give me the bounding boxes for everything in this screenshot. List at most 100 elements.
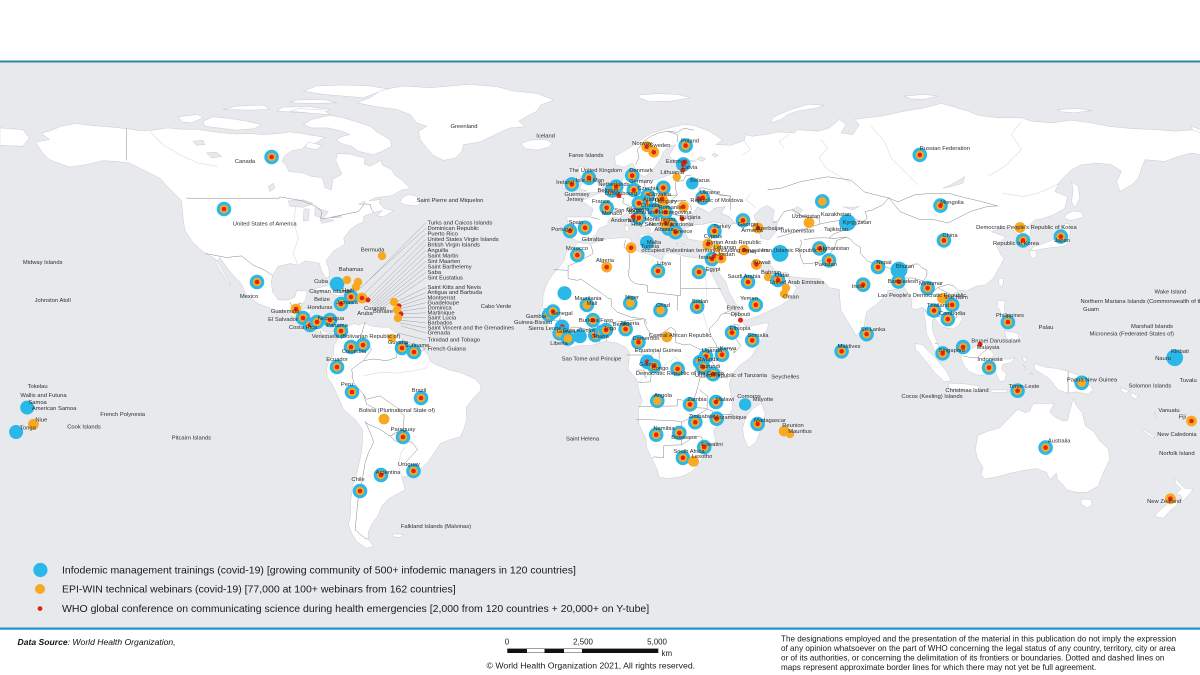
- svg-text:Indonesia: Indonesia: [977, 357, 1003, 363]
- svg-text:El Salvador: El Salvador: [268, 317, 298, 323]
- svg-text:Chad: Chad: [656, 303, 670, 309]
- svg-text:Greece: Greece: [673, 229, 692, 235]
- svg-text:Saint Kitts and Nevis: Saint Kitts and Nevis: [428, 285, 482, 291]
- svg-text:Panama: Panama: [326, 323, 348, 329]
- svg-text:Tonga: Tonga: [20, 426, 37, 432]
- svg-text:Spain: Spain: [569, 220, 584, 226]
- svg-text:Mayotte: Mayotte: [753, 397, 774, 403]
- svg-text:Bosnia and Herzegovina: Bosnia and Herzegovina: [628, 210, 692, 216]
- svg-text:Fiji: Fiji: [1179, 415, 1186, 421]
- svg-text:American Samoa: American Samoa: [32, 406, 77, 412]
- svg-text:Mali: Mali: [587, 301, 598, 307]
- svg-text:Guinea: Guinea: [557, 329, 576, 335]
- svg-text:Cuba: Cuba: [314, 279, 329, 285]
- svg-text:Saint Lucia: Saint Lucia: [428, 316, 457, 322]
- svg-text:Wake Island: Wake Island: [1155, 290, 1187, 296]
- svg-text:Papua New Guinea: Papua New Guinea: [1067, 377, 1118, 383]
- svg-text:Kenya: Kenya: [720, 346, 737, 352]
- svg-text:Barbados: Barbados: [428, 321, 453, 327]
- svg-text:Oman: Oman: [783, 295, 799, 301]
- svg-text:Niger: Niger: [625, 295, 639, 301]
- svg-text:or of its authorities, or conc: or of its authorities, or concerning the…: [781, 654, 1164, 663]
- svg-text:Kyrgyzstan: Kyrgyzstan: [843, 220, 872, 226]
- svg-text:Romania: Romania: [658, 205, 682, 211]
- svg-text:Niue: Niue: [35, 417, 47, 423]
- svg-text:Ireland: Ireland: [556, 180, 574, 186]
- svg-text:Colombia: Colombia: [342, 349, 367, 355]
- svg-text:Republic of Moldova: Republic of Moldova: [690, 198, 743, 204]
- svg-text:Burundi: Burundi: [700, 364, 720, 370]
- svg-text:Ethiopia: Ethiopia: [730, 326, 752, 332]
- svg-text:Gibraltar: Gibraltar: [582, 237, 604, 243]
- svg-text:China: China: [942, 233, 958, 239]
- svg-text:United Republic of Tanzania: United Republic of Tanzania: [695, 373, 768, 379]
- svg-text:Tajikistan: Tajikistan: [824, 227, 848, 233]
- svg-text:Georgia: Georgia: [738, 222, 759, 228]
- svg-text:Armenia: Armenia: [741, 228, 763, 234]
- svg-text:Malaysia: Malaysia: [977, 345, 1001, 351]
- svg-text:Republic of Korea: Republic of Korea: [993, 241, 1040, 247]
- svg-text:Marshall Islands: Marshall Islands: [1131, 324, 1173, 330]
- svg-text:Albania: Albania: [654, 227, 674, 233]
- svg-text:Philippines: Philippines: [996, 313, 1024, 319]
- svg-text:Cayman Islands: Cayman Islands: [309, 289, 351, 295]
- svg-text:Djibouti: Djibouti: [731, 312, 750, 318]
- svg-text:Bolivia (Plurinational State o: Bolivia (Plurinational State of): [359, 408, 435, 414]
- svg-text:Reunion: Reunion: [782, 423, 804, 429]
- svg-text:Cook Islands: Cook Islands: [67, 425, 101, 431]
- svg-text:Eswatini: Eswatini: [701, 442, 723, 448]
- svg-text:Bhutan: Bhutan: [896, 264, 914, 270]
- svg-text:Qatar: Qatar: [775, 273, 790, 279]
- svg-text:Antigua and Barbuda: Antigua and Barbuda: [428, 290, 483, 296]
- svg-text:Cocos (Keeling) Islands: Cocos (Keeling) Islands: [901, 394, 962, 400]
- svg-text:Senegal: Senegal: [551, 311, 572, 317]
- svg-text:Tunisia: Tunisia: [641, 244, 660, 250]
- svg-text:Micronesia (Federated States o: Micronesia (Federated States of): [1089, 331, 1173, 337]
- svg-text:United States of America: United States of America: [233, 222, 298, 228]
- svg-text:Saint Pierre and Miquelon: Saint Pierre and Miquelon: [417, 198, 484, 204]
- svg-text:Slovenia: Slovenia: [627, 207, 650, 213]
- svg-text:Lithuania: Lithuania: [660, 170, 684, 176]
- svg-text:Grenada: Grenada: [428, 331, 451, 337]
- svg-text:Algeria: Algeria: [596, 258, 615, 264]
- svg-text:Tuvalu: Tuvalu: [1180, 378, 1197, 384]
- svg-text:Hungary: Hungary: [655, 199, 677, 205]
- svg-text:Croatia: Croatia: [641, 203, 660, 209]
- svg-text:Botswana: Botswana: [671, 435, 697, 441]
- svg-text:Montenegro: Montenegro: [645, 217, 676, 223]
- svg-text:Namibia: Namibia: [653, 426, 675, 432]
- svg-text:Costa Rica: Costa Rica: [289, 325, 318, 331]
- svg-text:Mauritius: Mauritius: [788, 429, 812, 435]
- svg-text:Pitcairn Islands: Pitcairn Islands: [172, 435, 211, 441]
- svg-text:Data Source: World Health Orga: Data Source: World Health Organization,: [18, 637, 176, 647]
- svg-text:North Macedonia: North Macedonia: [649, 222, 694, 228]
- svg-text:Nigeria: Nigeria: [621, 321, 640, 327]
- svg-text:Anguilla: Anguilla: [428, 248, 449, 254]
- svg-text:Cyprus: Cyprus: [704, 234, 722, 240]
- svg-text:Yemen: Yemen: [740, 296, 758, 302]
- svg-text:Poland: Poland: [681, 139, 699, 145]
- svg-text:Saint Helena: Saint Helena: [566, 437, 600, 443]
- svg-text:Somalia: Somalia: [748, 333, 770, 339]
- svg-text:Chile: Chile: [351, 477, 364, 483]
- svg-text:Saint Barthelemy: Saint Barthelemy: [428, 264, 472, 270]
- svg-text:Palau: Palau: [1039, 325, 1054, 331]
- svg-text:Congo: Congo: [651, 366, 668, 372]
- svg-text:Luxembourg: Luxembourg: [605, 191, 637, 197]
- svg-text:Andorra: Andorra: [611, 218, 632, 224]
- svg-text:Dominican Republic: Dominican Republic: [428, 226, 480, 232]
- svg-text:Curacao: Curacao: [364, 306, 386, 312]
- svg-text:Mongolia: Mongolia: [940, 200, 964, 206]
- svg-text:Iraq: Iraq: [746, 249, 756, 255]
- svg-text:0: 0: [505, 638, 510, 647]
- svg-text:© World Health Organization 2: © World Health Organization 2021, All ri…: [487, 661, 696, 671]
- svg-text:Guam: Guam: [1083, 307, 1099, 313]
- svg-text:Cabo Verde: Cabo Verde: [481, 304, 512, 310]
- svg-text:Cambodia: Cambodia: [939, 311, 966, 317]
- svg-text:Seychelles: Seychelles: [771, 375, 799, 381]
- svg-text:Kiribati: Kiribati: [1171, 349, 1189, 355]
- svg-text:Liberia: Liberia: [550, 341, 568, 347]
- svg-text:Australia: Australia: [1048, 439, 1071, 445]
- svg-text:Honduras: Honduras: [307, 305, 332, 311]
- svg-text:Netherlands: Netherlands: [598, 182, 629, 188]
